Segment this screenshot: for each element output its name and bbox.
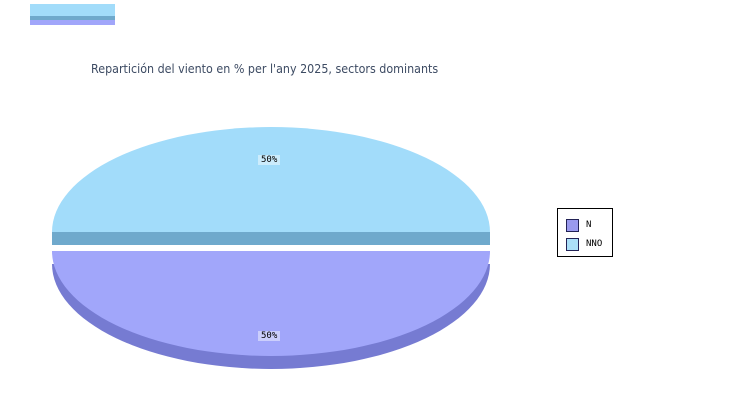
mini-artifact-bottom-band xyxy=(30,20,115,25)
legend-box: N NNO xyxy=(557,208,613,257)
mini-artifact-top-band xyxy=(30,4,115,16)
pie-slice-nno-top-face xyxy=(52,127,490,232)
legend-item-nno: NNO xyxy=(566,237,612,251)
pie-slice-n-top-face xyxy=(52,251,490,356)
mini-artifact-middle-band xyxy=(30,16,115,20)
slice-label-n: 50% xyxy=(258,331,281,341)
pie-slice-nno-side xyxy=(52,232,490,245)
legend-item-n: N xyxy=(566,218,612,232)
slice-label-nno: 50% xyxy=(258,155,281,165)
chart-title: Repartición del viento en % per l'any 20… xyxy=(91,61,439,76)
legend-swatch-nno xyxy=(566,237,579,251)
mini-chart-artifact xyxy=(30,4,115,25)
legend-label-n: N xyxy=(586,220,592,230)
legend-swatch-n xyxy=(566,218,579,232)
legend-label-nno: NNO xyxy=(586,239,603,249)
